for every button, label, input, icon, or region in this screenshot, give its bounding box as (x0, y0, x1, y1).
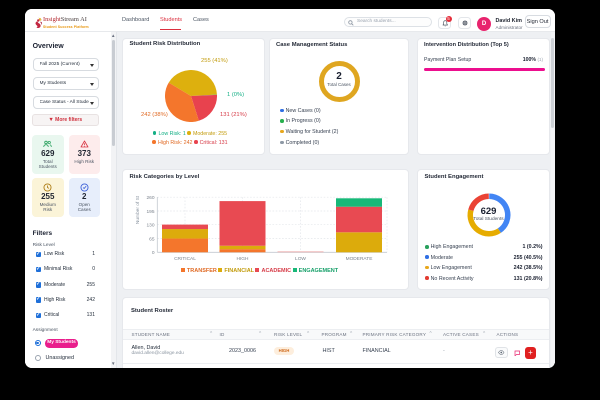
svg-text:260: 260 (146, 195, 154, 201)
svg-text:HIGH: HIGH (237, 256, 250, 262)
svg-text:Number of St: Number of St (135, 195, 141, 224)
svg-text:MODERATE: MODERATE (346, 256, 373, 262)
svg-text:CRITICAL: CRITICAL (174, 256, 196, 262)
svg-text:0: 0 (152, 250, 155, 256)
svg-text:65: 65 (149, 236, 155, 242)
svg-text:195: 195 (146, 209, 154, 215)
svg-text:130: 130 (146, 223, 154, 229)
svg-text:LOW: LOW (295, 256, 306, 262)
